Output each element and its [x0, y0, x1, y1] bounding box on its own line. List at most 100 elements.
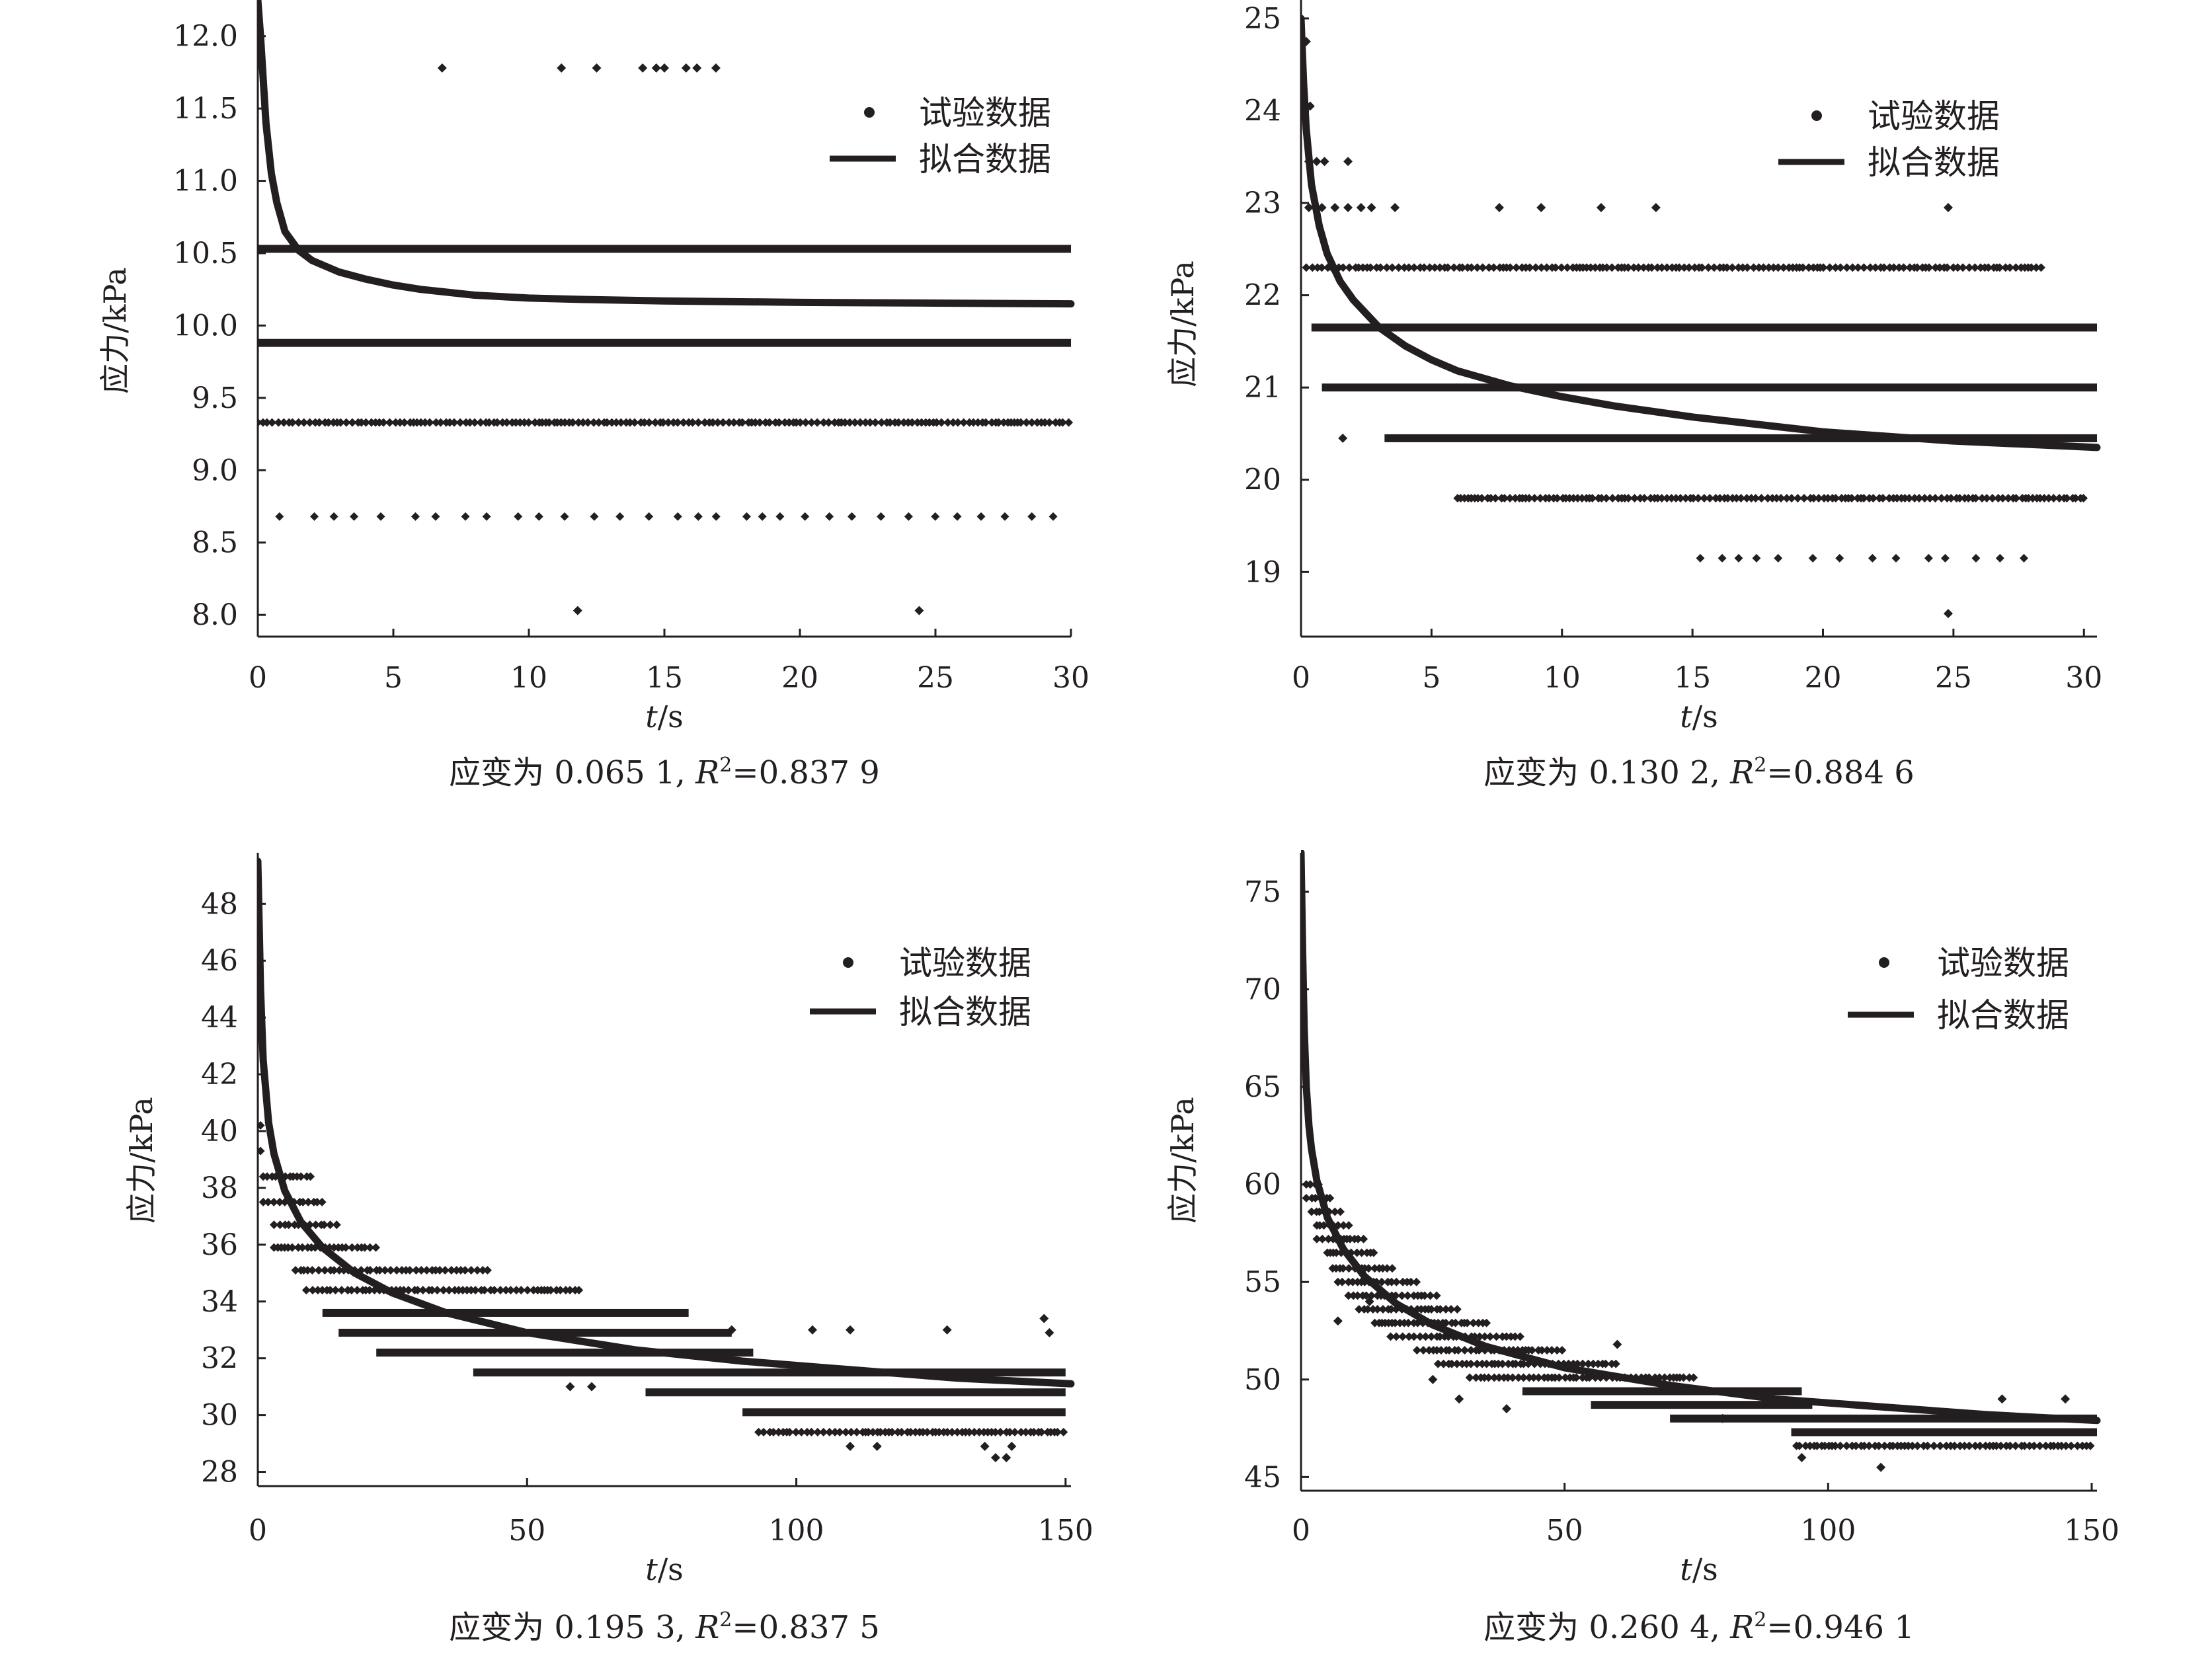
scatter-point: [1578, 1359, 1587, 1368]
scatter-point: [1607, 263, 1616, 272]
scatter-point: [1836, 1441, 1845, 1450]
scatter-point: [592, 63, 602, 73]
scatter-point: [1338, 433, 1348, 443]
scatter-point: [2020, 553, 2029, 563]
scatter-point: [1755, 263, 1764, 272]
scatter-point: [711, 63, 721, 73]
scatter-point: [1876, 1462, 1886, 1472]
scatter-point: [1478, 263, 1487, 272]
scatter-point: [2005, 263, 2014, 272]
scatter-point: [546, 1286, 555, 1295]
scatter-point: [428, 1286, 437, 1295]
scatter-point: [1339, 263, 1348, 272]
scatter-point: [1017, 1427, 1026, 1437]
scatter-level-band: [645, 1388, 1066, 1397]
x-axis-title: t/s: [1680, 699, 1718, 734]
scatter-point: [845, 418, 854, 427]
scatter-point: [1910, 494, 1919, 503]
scatter-point: [347, 1286, 356, 1295]
scatter-point: [1651, 203, 1661, 213]
y-tick-label: 8.0: [192, 598, 238, 632]
scatter-point: [1495, 1373, 1504, 1382]
scatter-point: [1946, 494, 1955, 503]
scatter-point: [342, 418, 351, 427]
scatter-point: [1465, 1373, 1474, 1382]
scatter-point: [1452, 1305, 1462, 1314]
scatter-point: [1528, 1346, 1537, 1355]
panel-4: 45 50 55 60 65 70 75 0 50 100 150 t/s 应力/kPa 试验数据拟合数据…: [1165, 850, 2119, 1646]
scatter-point: [1608, 494, 1617, 503]
scatter-point: [807, 418, 816, 427]
scatter-point: [719, 418, 728, 427]
scatter-point: [864, 1427, 873, 1437]
scatter-point: [1723, 494, 1733, 503]
scatter-point: [1390, 203, 1400, 213]
scatter-point: [1577, 494, 1587, 503]
scatter-point: [1684, 263, 1694, 272]
y-tick-label: 46: [201, 944, 238, 978]
scatter-level-band: [258, 338, 1071, 347]
y-axis-title: 应力/kPa: [1165, 1097, 1201, 1224]
scatter-point: [906, 1427, 916, 1437]
scatter-point: [1552, 1346, 1561, 1355]
scatter-point: [1475, 1332, 1484, 1341]
scatter-point: [1514, 1373, 1523, 1382]
scatter-point: [1501, 1404, 1511, 1414]
scatter-point: [1998, 494, 2007, 503]
scatter-point: [673, 512, 682, 521]
scatter-point: [1710, 263, 1719, 272]
scatter-point: [1344, 1264, 1353, 1273]
scatter-point: [1486, 494, 1495, 503]
scatter-point: [1722, 263, 1731, 272]
scatter-point: [1437, 1346, 1446, 1355]
scatter-point: [337, 1286, 346, 1295]
panel-1: 8.0 8.5 9.0 9.5 10.0 10.5 11.0 11.5 12.0 0 5 10 15 20…: [97, 0, 1089, 791]
scatter-point: [1970, 263, 1979, 272]
scatter-point: [1027, 418, 1037, 427]
scatter-point: [445, 418, 454, 427]
scatter-point: [1774, 553, 1783, 563]
scatter-point: [1400, 263, 1409, 272]
scatter-point: [2032, 263, 2041, 272]
scatter-point: [365, 1286, 374, 1295]
scatter-point: [2061, 1441, 2071, 1450]
scatter-point: [274, 418, 283, 427]
scatter-point: [275, 512, 284, 521]
scatter-point: [1420, 1291, 1429, 1300]
scatter-point: [1427, 1305, 1436, 1314]
scatter-point: [2073, 1441, 2082, 1450]
scatter-point: [1819, 263, 1828, 272]
scatter-point: [1798, 263, 1807, 272]
scatter-point: [1597, 494, 1606, 503]
scatter-point: [785, 1427, 794, 1437]
scatter-point: [1337, 1277, 1347, 1286]
scatter-point: [861, 418, 870, 427]
scatter-point: [1530, 494, 1539, 503]
scatter-point: [681, 63, 691, 73]
scatter-point: [877, 512, 886, 521]
y-tick-label: 10.0: [173, 309, 238, 342]
scatter-point: [444, 1286, 454, 1295]
scatter-point: [1814, 494, 1823, 503]
scatter-point: [774, 418, 783, 427]
scatter-point: [1955, 494, 1964, 503]
scatter-point: [868, 1427, 877, 1437]
scatter-point: [1774, 263, 1783, 272]
x-tick-label: 20: [1805, 661, 1842, 695]
scatter-point: [1323, 1234, 1333, 1243]
scatter-point: [1357, 1248, 1366, 1257]
scatter-point: [1591, 263, 1600, 272]
scatter-point: [1764, 263, 1774, 272]
scatter-point: [258, 1146, 265, 1156]
scatter-point: [288, 418, 297, 427]
scatter-point: [2030, 1441, 2039, 1450]
scatter-point: [1524, 1373, 1534, 1382]
scatter-point: [1942, 263, 1952, 272]
scatter-point: [841, 1427, 850, 1437]
scatter-point: [1373, 1305, 1382, 1314]
scatter-point: [523, 1286, 532, 1295]
scatter-point: [440, 1266, 450, 1275]
scatter-point: [1386, 1305, 1396, 1314]
scatter-point: [1511, 494, 1520, 503]
